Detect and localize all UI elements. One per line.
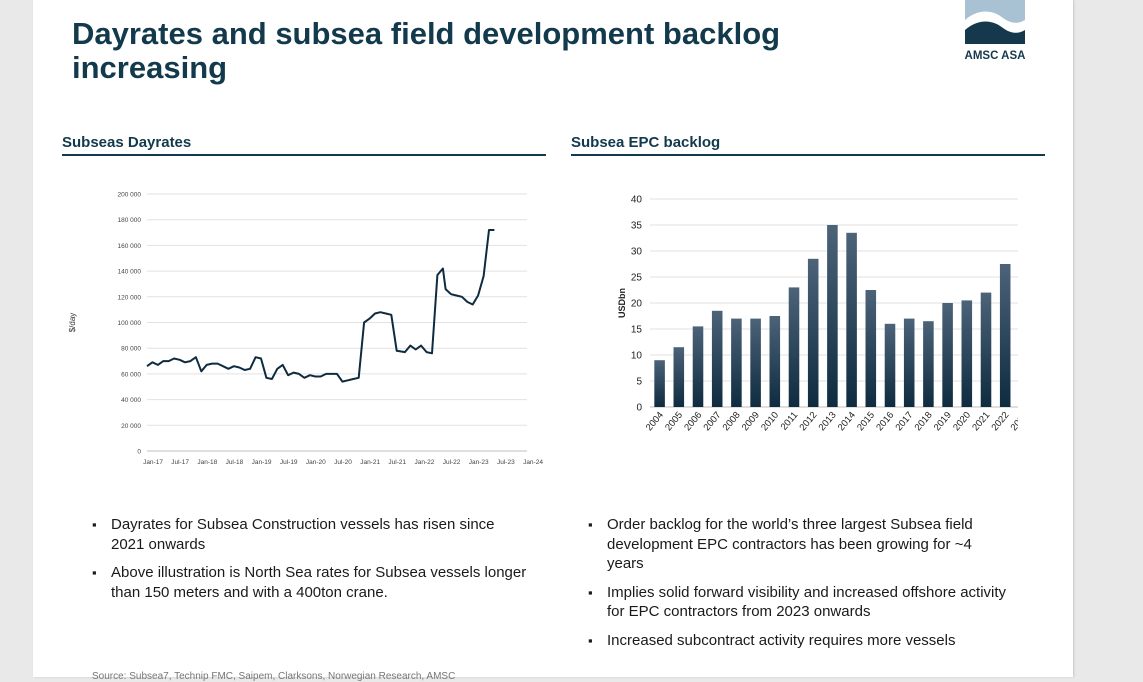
- x-tick-label: 2016: [874, 410, 896, 433]
- y-tick-label: 10: [631, 351, 643, 362]
- y-tick-label: 5: [636, 377, 642, 388]
- y-tick-label: 0: [636, 403, 642, 414]
- x-tick-label: 2020: [951, 410, 973, 433]
- y-tick-label: 25: [631, 273, 643, 284]
- wave-logo-icon: [965, 0, 1025, 44]
- y-tick-label: 40 000: [121, 397, 141, 404]
- x-tick-label: Jul-22: [443, 459, 461, 466]
- bar-2004: [654, 360, 665, 407]
- bar-2011: [788, 287, 800, 407]
- epc-backlog-bar-chart: 0510152025303540USDbn2004200520062007200…: [617, 195, 1018, 433]
- bar-2008: [731, 318, 742, 407]
- x-tick-label: 2015: [855, 410, 877, 433]
- x-tick-label: 2008: [721, 410, 743, 433]
- y-tick-label: 120 000: [118, 294, 142, 301]
- bar-2020: [961, 300, 973, 407]
- x-tick-label: 2018: [913, 410, 935, 433]
- y-axis-label: USDbn: [617, 288, 627, 318]
- x-tick-label: 2011: [779, 410, 801, 433]
- x-tick-label: 2006: [682, 410, 704, 433]
- y-axis-label: $/day: [68, 313, 77, 333]
- x-tick-label: 2004: [644, 410, 666, 433]
- bar-2021: [980, 292, 992, 407]
- x-tick-label: 2017: [893, 410, 915, 433]
- x-tick-label: Jul-20: [334, 459, 352, 466]
- backlog-section-title: Subsea EPC backlog: [571, 134, 1045, 156]
- y-tick-label: 140 000: [118, 269, 142, 276]
- dayrates-line-chart: 0 20 000 40 000 60 000 80 000 100 000 120 000 1…: [68, 192, 543, 467]
- x-tick-label: 2013: [817, 410, 839, 433]
- y-tick-label: 200 000: [118, 192, 142, 199]
- bar-2015: [865, 290, 877, 407]
- x-tick-label: Jan-17: [143, 459, 163, 466]
- y-tick-label: 30: [631, 247, 643, 258]
- y-tick-label: 20: [631, 299, 643, 310]
- y-tick-label: 80 000: [121, 346, 141, 353]
- bar-2012: [807, 258, 819, 407]
- x-tick-label: Jan-20: [306, 459, 326, 466]
- slide: Dayrates and subsea field development ba…: [33, 0, 1073, 682]
- backlog-bullet-list: Order backlog for the world’s three larg…: [588, 515, 1008, 659]
- x-tick-label: Jul-18: [226, 459, 244, 466]
- x-tick-label: Jan-24: [523, 459, 543, 466]
- bullet-item: Order backlog for the world’s three larg…: [588, 515, 1008, 574]
- y-tick-label: 0: [137, 449, 141, 456]
- y-tick-label: 20 000: [121, 423, 141, 430]
- bar-2005: [673, 347, 685, 407]
- bar-2022: [999, 264, 1011, 407]
- x-tick-label: Jan-18: [197, 459, 217, 466]
- x-tick-label: Jan-21: [360, 459, 380, 466]
- dayrate-series-line: [146, 229, 495, 383]
- y-tick-label: 40: [631, 195, 643, 206]
- bullet-item: Increased subcontract activity requires …: [588, 631, 1008, 651]
- bar-2010: [769, 316, 781, 407]
- x-tick-label: Jul-19: [280, 459, 298, 466]
- x-tick-label: 2019: [932, 410, 954, 433]
- bullet-item: Above illustration is North Sea rates fo…: [92, 563, 532, 602]
- x-tick-label: Jul-17: [171, 459, 189, 466]
- bar-2013: [827, 225, 838, 407]
- bar-2019: [942, 303, 953, 407]
- slide-title: Dayrates and subsea field development ba…: [72, 16, 781, 85]
- dayrates-section-title: Subseas Dayrates: [62, 134, 546, 156]
- x-tick-label: 2005: [663, 410, 685, 433]
- y-tick-label: 180 000: [118, 217, 142, 224]
- bar-2017: [903, 318, 915, 407]
- y-tick-label: 15: [631, 325, 643, 336]
- x-tick-label: Jul-23: [497, 459, 515, 466]
- x-tick-label: Jan-19: [252, 459, 272, 466]
- x-tick-label: Jan-23: [469, 459, 489, 466]
- x-tick-label: 2023: [1009, 410, 1018, 433]
- x-tick-label: 2010: [759, 410, 781, 433]
- bullet-item: Dayrates for Subsea Construction vessels…: [92, 515, 532, 554]
- x-tick-label: Jan-22: [414, 459, 434, 466]
- bar-2014: [846, 232, 857, 407]
- bar-2006: [692, 326, 704, 407]
- company-logo: AMSC ASA: [963, 0, 1027, 62]
- y-tick-label: 60 000: [121, 371, 141, 378]
- bar-2018: [923, 321, 934, 407]
- dayrates-bullet-list: Dayrates for Subsea Construction vessels…: [92, 515, 532, 611]
- y-tick-label: 100 000: [118, 320, 142, 327]
- x-tick-label: 2021: [970, 410, 992, 433]
- x-tick-label: 2007: [701, 410, 723, 433]
- x-tick-label: 2012: [797, 410, 819, 433]
- bar-2009: [750, 318, 761, 407]
- logo-text: AMSC ASA: [964, 50, 1026, 62]
- y-tick-label: 35: [631, 221, 643, 232]
- y-tick-label: 160 000: [118, 243, 142, 250]
- x-tick-label: 2009: [740, 410, 762, 433]
- x-tick-label: 2014: [836, 410, 858, 433]
- x-tick-label: 2022: [989, 410, 1011, 433]
- bar-2016: [884, 323, 896, 407]
- bar-2007: [711, 310, 723, 407]
- x-tick-label: Jul-21: [388, 459, 406, 466]
- bullet-item: Implies solid forward visibility and inc…: [588, 583, 1008, 622]
